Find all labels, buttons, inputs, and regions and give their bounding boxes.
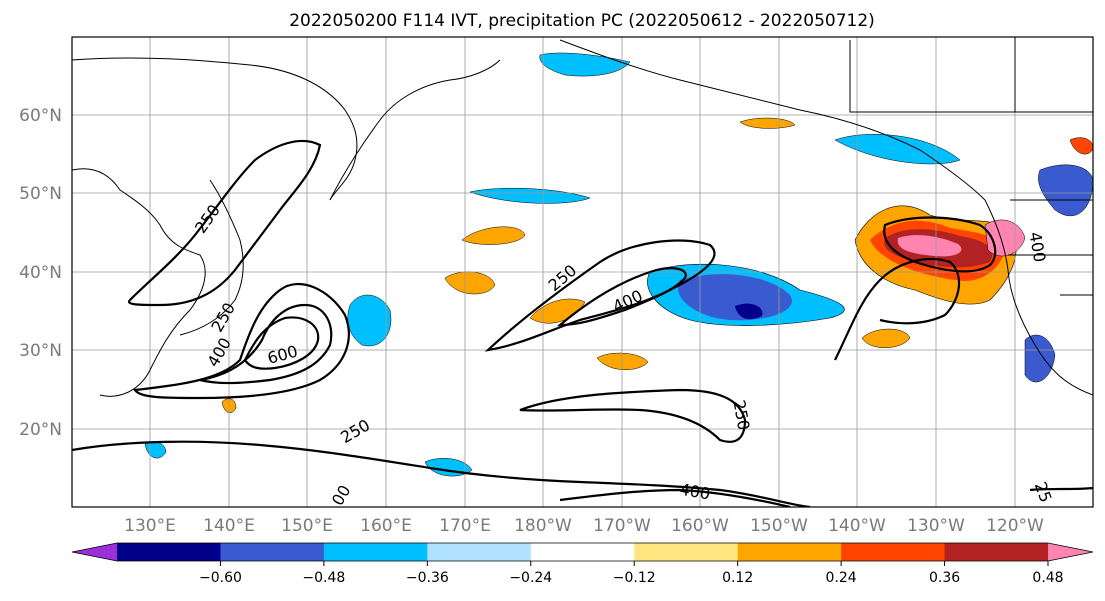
colorbar-tick-label: 0.48 (1032, 570, 1063, 586)
ivt-250-east (834, 258, 961, 361)
map-frame (71, 36, 1094, 508)
lon-label: 160°E (360, 516, 412, 536)
colorbar-tick-label: −0.24 (509, 570, 552, 586)
pos-blob-170e (461, 226, 526, 245)
siberia-coast (72, 57, 358, 201)
precip-fill-layer (144, 52, 1093, 477)
na-west-coast (984, 199, 1093, 396)
lon-labels: 130°E 140°E 150°E 160°E 170°E 180°W 170°… (124, 516, 1044, 536)
neg-blob-alaska (539, 52, 631, 77)
colorbar-tick-label: −0.60 (199, 570, 242, 586)
colorbar-extend-low (72, 543, 117, 561)
lon-label: 150°E (281, 516, 333, 536)
neg-blob-150w-core (735, 303, 763, 320)
ivt-400-south (559, 488, 791, 507)
lon-label: 150°W (750, 516, 808, 536)
na-borders (849, 37, 1093, 296)
japan (179, 179, 244, 336)
lon-label: 130°E (124, 516, 176, 536)
pos-blob-gulf (739, 117, 796, 129)
pos-blob-130w-core (897, 235, 962, 257)
lat-label: 40°N (19, 263, 62, 283)
colorbar-swatch (944, 543, 1049, 561)
pos-blob-175w (529, 298, 586, 324)
colorbar-swatch (117, 543, 221, 561)
lon-label: 170°E (439, 516, 491, 536)
alaska-coast (559, 39, 986, 201)
colorbar-swatch (427, 543, 532, 561)
ivt-400-coast (883, 216, 997, 273)
kamchatka (329, 59, 501, 201)
neg-blob-bc (834, 134, 961, 165)
colorbar-swatch (841, 543, 946, 561)
neg-blob-mexico (1024, 334, 1056, 383)
coastlines (72, 37, 1093, 397)
colorbar-swatch (530, 543, 635, 561)
lon-label: 180°W (514, 516, 572, 536)
ivt-250-se (1029, 486, 1093, 492)
ivt-250-central (484, 239, 716, 352)
asia-coast (72, 168, 206, 397)
lon-label: 170°W (593, 516, 651, 536)
ivt-250-japan (127, 140, 322, 307)
map-area: 250 250 400 600 250 400 250 250 400 00 4… (72, 37, 1093, 507)
colorbar-outline (71, 542, 1094, 562)
colorbar-tick-label: −0.48 (302, 570, 345, 586)
pos-blob-160w (596, 352, 649, 370)
colorbar-tick-label: 0.24 (826, 570, 857, 586)
ivt-250-pac (133, 282, 350, 400)
ivt-600 (243, 316, 320, 370)
lat-label: 50°N (19, 184, 62, 204)
colorbar-tick-label: −0.36 (406, 570, 449, 586)
colorbar-swatch (634, 543, 739, 561)
pos-blob-ne (1069, 137, 1093, 155)
lat-label: 20°N (19, 420, 62, 440)
colorbar-tick-label: 0.36 (929, 570, 960, 586)
neg-blob-canada (1038, 164, 1093, 216)
ivt-400-central (556, 267, 687, 327)
ivt-contours (72, 140, 1093, 507)
lat-label: 30°N (19, 341, 62, 361)
lon-label: 160°W (671, 516, 729, 536)
colorbar-tick-label: −0.12 (613, 570, 656, 586)
colorbar-swatch (323, 543, 428, 561)
figure-title: 2022050200 F114 IVT, precipitation PC (2… (289, 11, 875, 31)
neg-blob-150w-mid (678, 274, 792, 321)
lat-label: 60°N (19, 106, 62, 126)
pos-blob-135w (861, 328, 911, 348)
colorbar: −0.60 −0.48 −0.36 −0.24 −0.12 0.12 0.24 0.36 0.4… (71, 542, 1094, 586)
lon-label: 120°W (986, 516, 1044, 536)
lon-label: 140°E (203, 516, 255, 536)
colorbar-swatch (737, 543, 842, 561)
graticule (72, 37, 1093, 507)
colorbar-extend-high (1048, 543, 1093, 561)
lat-labels: 60°N 50°N 40°N 30°N 20°N (19, 106, 62, 440)
ivt-400 (199, 303, 333, 385)
neg-blob-50n (469, 187, 591, 204)
lon-label: 130°W (907, 516, 965, 536)
ivt-250-sub (519, 388, 747, 443)
ivt-250-south (72, 440, 811, 507)
colorbar-swatch (220, 543, 325, 561)
colorbar-tick-label: 0.12 (722, 570, 753, 586)
lon-label: 140°W (828, 516, 886, 536)
